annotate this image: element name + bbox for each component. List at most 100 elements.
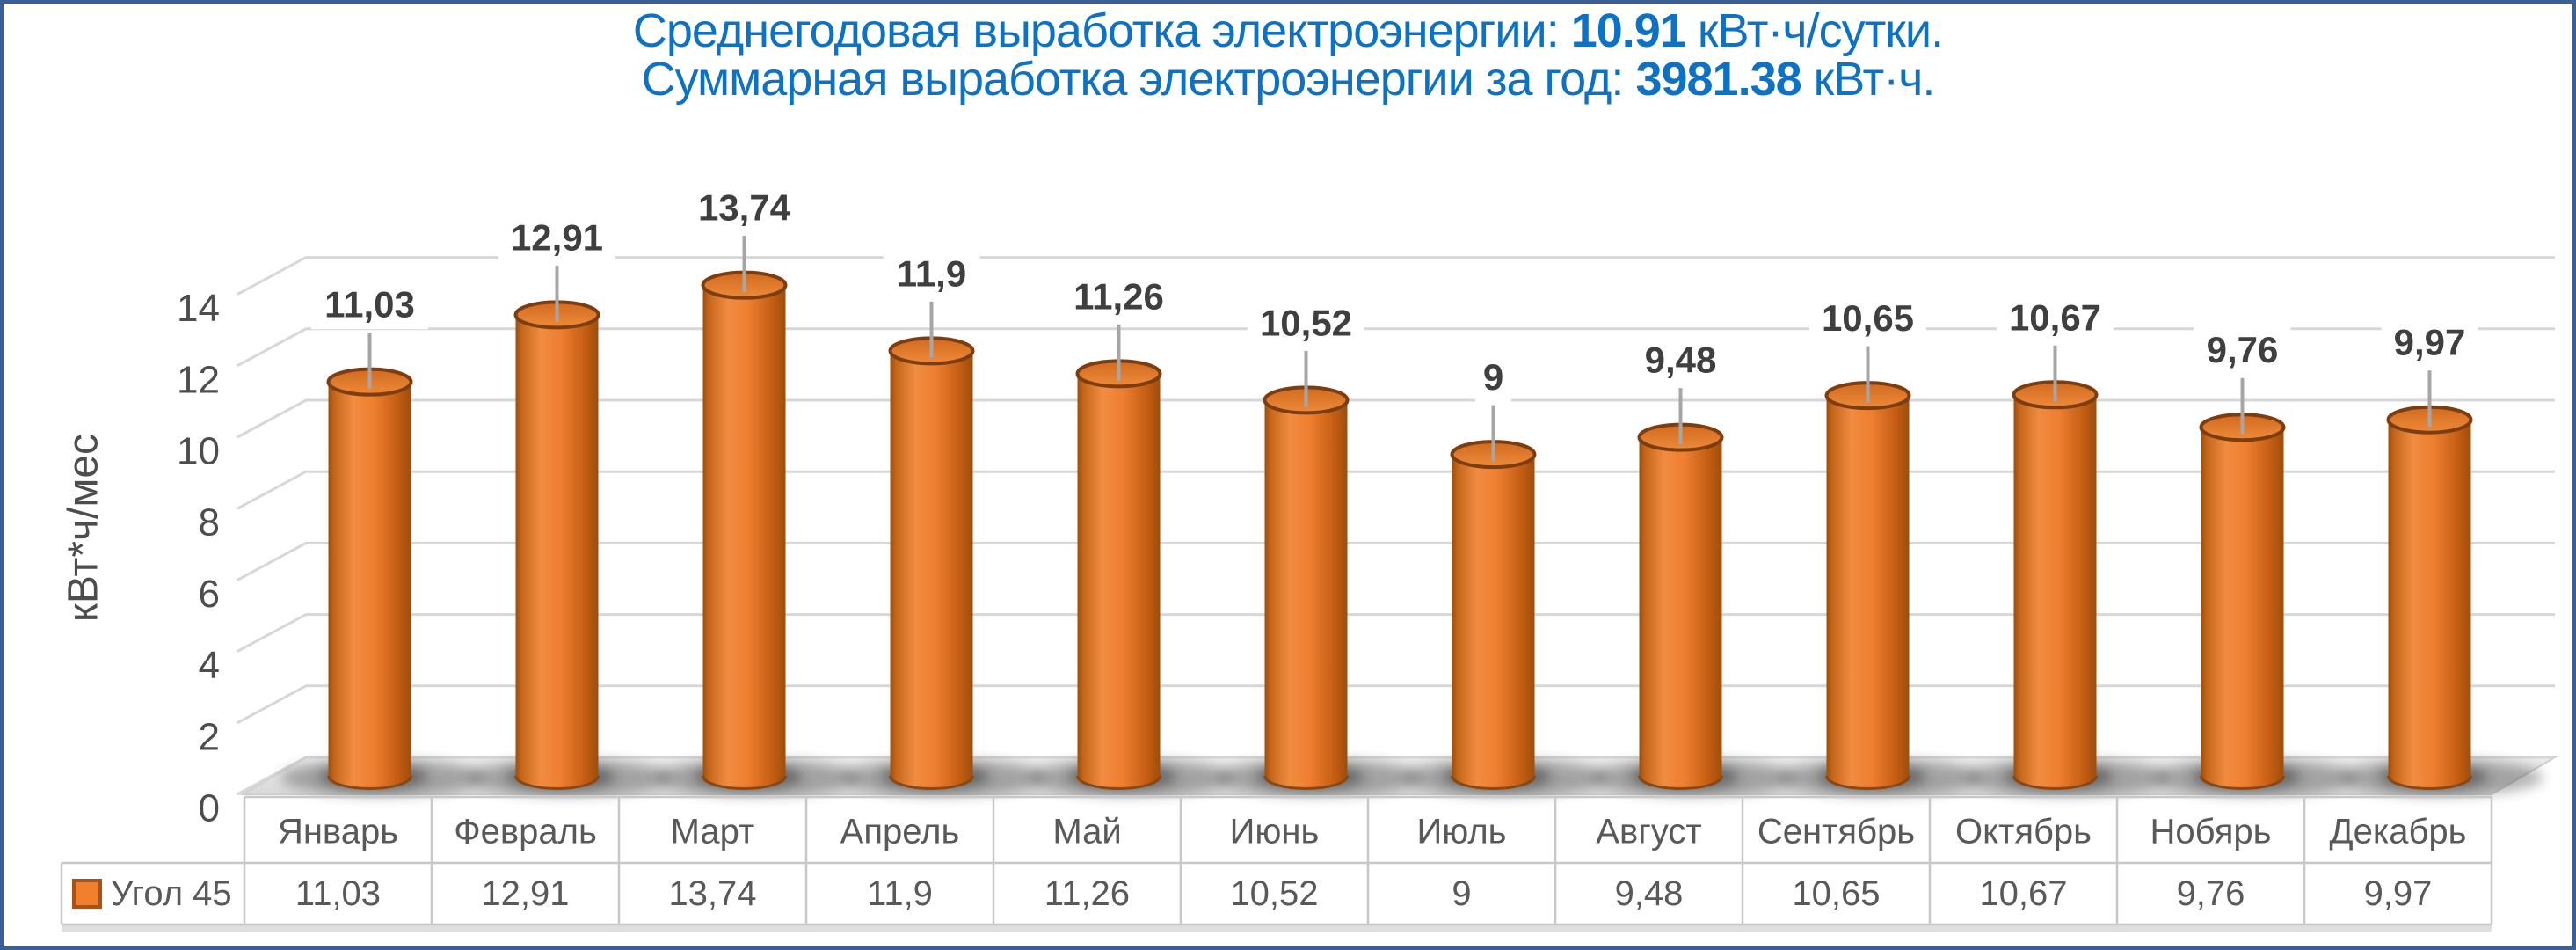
data-label-bg bbox=[1809, 293, 1926, 343]
data-label-bg bbox=[311, 280, 428, 330]
value-cell-Июнь: 10,52 bbox=[1230, 874, 1318, 913]
y-tick-label-12: 12 bbox=[177, 358, 220, 401]
title-1-suffix: кВт·ч/сутки. bbox=[1685, 4, 1944, 57]
month-cell-Декабрь: Декабрь bbox=[2330, 813, 2467, 851]
data-label-Январь: 11,03 bbox=[324, 284, 415, 325]
month-cell-Май: Май bbox=[1052, 813, 1121, 851]
data-label-Апрель: 11,9 bbox=[897, 252, 966, 294]
cylinder-bar-Декабрь[interactable] bbox=[2388, 420, 2471, 789]
cylinder-bottom-edge bbox=[327, 775, 412, 790]
cylinder-bottom-edge bbox=[702, 775, 787, 790]
cylinder-bar-Нобярь[interactable] bbox=[2201, 427, 2284, 789]
cylinder-bar-Июль[interactable] bbox=[1452, 454, 1535, 789]
data-label-bg bbox=[1248, 297, 1364, 347]
y-axis-title: кВт*ч/мес bbox=[61, 434, 107, 622]
month-cell-Март: Март bbox=[671, 813, 755, 851]
table-shadow bbox=[62, 924, 2492, 932]
data-label-Май: 11,26 bbox=[1073, 275, 1164, 317]
cylinder-bottom-edge bbox=[514, 775, 600, 790]
cylinder-bottom-edge bbox=[1451, 775, 1536, 790]
cylinder-bottom-edge bbox=[889, 775, 974, 790]
grid-line-4 bbox=[236, 613, 2555, 653]
data-label-Декабрь: 9,97 bbox=[2394, 322, 2466, 363]
cylinder-bar-Март[interactable] bbox=[702, 285, 786, 789]
value-cell-Июль: 9 bbox=[1452, 874, 1471, 913]
value-cell-Февраль: 12,91 bbox=[481, 874, 569, 913]
cylinder-bottom-edge bbox=[2012, 775, 2098, 790]
data-label-Нобярь: 9,76 bbox=[2207, 329, 2279, 370]
cylinder-bar-Июнь[interactable] bbox=[1264, 399, 1348, 789]
y-tick-label-8: 8 bbox=[199, 501, 220, 544]
legend-label: Угол 45 bbox=[111, 874, 232, 913]
value-cell-Март: 13,74 bbox=[668, 874, 756, 913]
y-tick-label-14: 14 bbox=[177, 287, 220, 330]
value-cell-Декабрь: 9,97 bbox=[2364, 874, 2433, 913]
y-tick-label-2: 2 bbox=[199, 715, 220, 758]
y-tick-label-4: 4 bbox=[199, 644, 220, 687]
data-label-bg bbox=[883, 248, 980, 298]
cylinder-bottom-edge bbox=[1638, 775, 1723, 790]
data-label-Июнь: 10,52 bbox=[1260, 302, 1352, 343]
month-cell-Нобярь: Нобярь bbox=[2150, 813, 2272, 851]
grid-line-12 bbox=[236, 327, 2555, 368]
value-cell-Май: 11,26 bbox=[1044, 874, 1130, 913]
month-cell-Июнь: Июнь bbox=[1230, 813, 1320, 851]
month-cell-Июль: Июль bbox=[1416, 813, 1506, 851]
value-cell-Нобярь: 9,76 bbox=[2177, 874, 2245, 913]
data-label-bg bbox=[1060, 271, 1177, 321]
value-cell-Сентябрь: 10,65 bbox=[1792, 874, 1880, 913]
value-cell-Октябрь: 10,67 bbox=[1979, 874, 2067, 913]
value-cell-Апрель: 11,9 bbox=[867, 874, 933, 913]
cylinder-bottom-edge bbox=[1263, 775, 1349, 790]
cylinder-bottom-edge bbox=[1076, 775, 1161, 790]
month-cell-Август: Август bbox=[1596, 813, 1701, 851]
month-cell-Апрель: Апрель bbox=[840, 813, 960, 851]
data-label-bg bbox=[686, 183, 803, 233]
cylinder-bottom-edge bbox=[2200, 775, 2285, 790]
data-label-Август: 9,48 bbox=[1645, 340, 1717, 381]
cylinder-bar-Апрель[interactable] bbox=[890, 350, 973, 789]
cylinder-bar-Февраль[interactable] bbox=[515, 314, 599, 789]
grid-line-0 bbox=[236, 756, 2555, 796]
month-cell-Сентябрь: Сентябрь bbox=[1757, 813, 1915, 851]
grid-line-10 bbox=[236, 398, 2555, 439]
title-2-prefix: Суммарная выработка электроэнергии за го… bbox=[641, 53, 1636, 106]
cylinder-bottom-edge bbox=[2387, 775, 2472, 790]
cylinder-bar-Август[interactable] bbox=[1639, 437, 1722, 789]
value-cell-Январь: 11,03 bbox=[295, 874, 381, 913]
legend-swatch[interactable] bbox=[72, 879, 102, 909]
data-label-bg bbox=[1475, 352, 1511, 402]
data-label-Февраль: 12,91 bbox=[511, 216, 603, 258]
title-2-value: 3981.38 bbox=[1635, 53, 1801, 106]
data-label-bg bbox=[1632, 335, 1729, 385]
month-cell-Февраль: Февраль bbox=[454, 813, 597, 851]
y-tick-label-6: 6 bbox=[199, 573, 220, 616]
title-1-value: 10.91 bbox=[1570, 4, 1686, 57]
y-tick-label-0: 0 bbox=[199, 787, 220, 830]
grid-line-2 bbox=[236, 684, 2555, 725]
data-label-Октябрь: 10,67 bbox=[2009, 296, 2101, 338]
month-cell-Октябрь: Октябрь bbox=[1955, 813, 2092, 851]
grid-line-8 bbox=[236, 470, 2555, 510]
chart-title: Среднегодовая выработка электроэнергии: … bbox=[0, 4, 2576, 104]
data-label-bg bbox=[2381, 318, 2478, 368]
cylinder-bar-Май[interactable] bbox=[1077, 373, 1161, 789]
cylinder-bar-Октябрь[interactable] bbox=[2013, 394, 2097, 789]
data-label-Март: 13,74 bbox=[698, 187, 791, 229]
data-label-bg bbox=[498, 212, 615, 262]
y-tick-label-10: 10 bbox=[177, 430, 220, 473]
title-line-2: Суммарная выработка электроэнергии за го… bbox=[0, 55, 2576, 104]
cylinder-bar-Сентябрь[interactable] bbox=[1826, 395, 1910, 789]
data-label-Сентябрь: 10,65 bbox=[1822, 297, 1914, 339]
data-label-Июль: 9 bbox=[1483, 356, 1503, 398]
grid-line-6 bbox=[236, 541, 2555, 581]
cylinder-bottom-edge bbox=[1825, 775, 1910, 790]
data-label-bg bbox=[1997, 292, 2114, 342]
title-1-prefix: Среднегодовая выработка электроэнергии: bbox=[632, 4, 1571, 57]
data-label-bg bbox=[2194, 325, 2291, 375]
month-cell-Январь: Январь bbox=[278, 813, 398, 851]
title-2-suffix: кВт·ч. bbox=[1801, 53, 1936, 106]
cylinder-bar-Январь[interactable] bbox=[328, 382, 411, 789]
value-cell-Август: 9,48 bbox=[1615, 874, 1684, 913]
